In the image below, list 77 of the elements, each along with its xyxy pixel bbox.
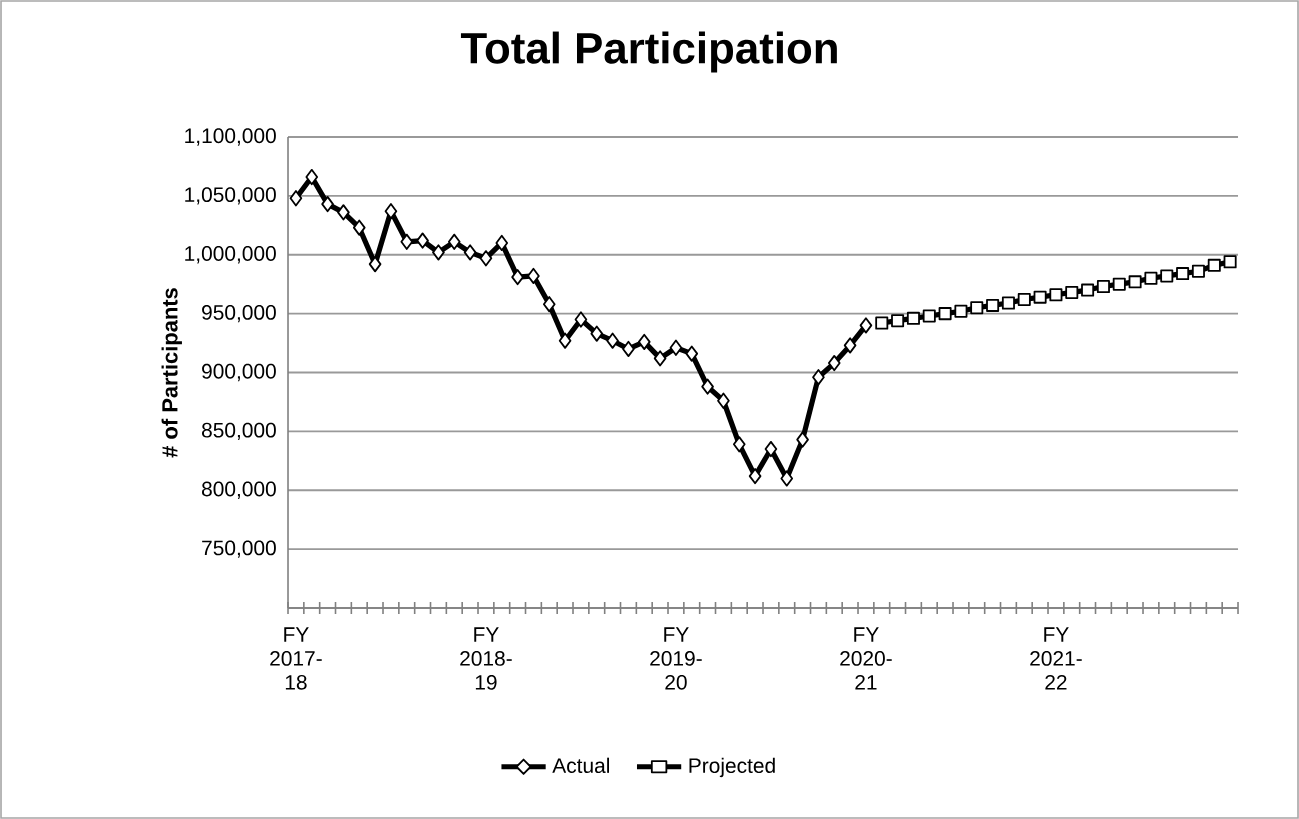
point	[859, 317, 873, 334]
point	[1096, 280, 1110, 294]
point	[558, 332, 572, 349]
x-tick-label: FY 2020-21	[840, 627, 892, 690]
legend-label: Actual	[552, 757, 609, 774]
y-tick-label: 1,000,000	[185, 246, 276, 264]
point	[416, 232, 429, 249]
point	[986, 298, 1000, 312]
point	[637, 333, 651, 350]
point	[764, 440, 778, 458]
point	[827, 354, 841, 372]
point	[843, 337, 857, 354]
point	[527, 267, 540, 285]
y-tick-label: 900,000	[202, 363, 276, 382]
point	[701, 378, 714, 395]
y-tick-label: 750,000	[202, 540, 276, 558]
point	[669, 339, 683, 356]
point	[796, 431, 809, 448]
point	[352, 219, 366, 236]
point	[812, 369, 825, 386]
point	[622, 340, 635, 358]
x-tick-label: FY 2021-22	[1030, 627, 1082, 690]
point	[495, 234, 509, 252]
point	[1191, 264, 1205, 278]
point	[1033, 290, 1047, 304]
point	[1207, 258, 1221, 272]
point	[875, 316, 889, 330]
point	[780, 470, 794, 487]
x-tick-label: FY 2019-20	[650, 627, 702, 690]
point	[717, 392, 730, 409]
point	[432, 244, 445, 261]
point	[384, 203, 398, 220]
point	[685, 345, 699, 362]
x-tick-label: FY 2018-19	[460, 627, 512, 690]
point	[891, 314, 905, 328]
point	[954, 304, 968, 318]
point	[970, 301, 984, 315]
point	[1160, 269, 1174, 283]
point	[1128, 275, 1142, 289]
point	[574, 311, 588, 328]
point	[368, 256, 382, 273]
point	[305, 168, 319, 186]
point	[1017, 292, 1031, 306]
point	[479, 250, 493, 267]
point	[463, 244, 477, 261]
y-tick-label: 950,000	[202, 305, 276, 323]
point	[400, 233, 414, 250]
legend-label: Projected	[689, 757, 775, 778]
point	[289, 190, 303, 207]
point	[1081, 283, 1095, 297]
x-tick-label: FY 2017-18	[270, 627, 322, 690]
point	[922, 309, 936, 323]
point	[1144, 271, 1158, 285]
point	[1176, 267, 1190, 281]
point	[337, 204, 350, 221]
point	[732, 436, 746, 453]
chart-title: Total Participation	[460, 31, 837, 73]
y-tick-label: 1,050,000	[185, 187, 276, 205]
point	[447, 233, 461, 250]
point	[938, 307, 952, 321]
point	[1065, 285, 1079, 299]
y-tick-label: 800,000	[202, 481, 276, 499]
point	[1049, 288, 1063, 302]
point	[542, 296, 556, 313]
point	[1112, 277, 1126, 291]
point	[1223, 255, 1237, 269]
point	[748, 468, 762, 485]
point	[321, 196, 334, 213]
point	[906, 311, 920, 325]
point	[653, 350, 667, 367]
point	[606, 332, 619, 349]
point	[511, 269, 524, 286]
y-tick-label: 1,100,000	[185, 128, 276, 146]
y-tick-label: 850,000	[202, 422, 276, 441]
point	[1001, 296, 1015, 310]
y-axis-title: # of Participants	[161, 288, 182, 458]
point	[590, 325, 604, 342]
